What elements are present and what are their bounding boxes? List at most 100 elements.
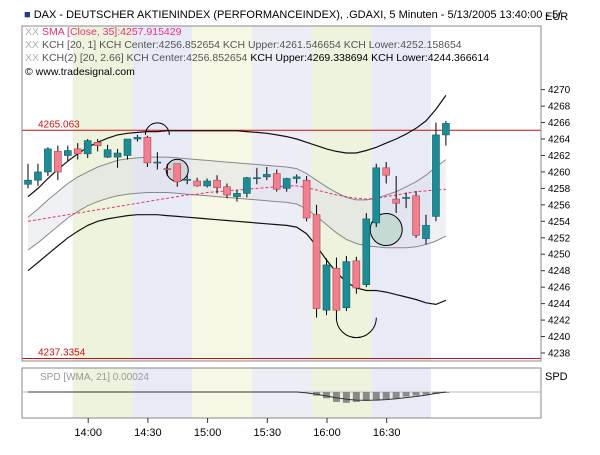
- indicator-session-band: [72, 368, 133, 418]
- candle-body-up: [64, 150, 72, 156]
- candle: [223, 183, 231, 199]
- indicator-session-band: [251, 368, 312, 418]
- session-band: [72, 26, 133, 361]
- candle-body-up: [292, 176, 301, 179]
- session-band: [371, 26, 431, 361]
- candle-body-up: [372, 167, 381, 224]
- candle-body-up: [442, 123, 450, 136]
- candle: [93, 139, 102, 152]
- indicator-session-band: [311, 368, 372, 418]
- candle-body-up: [322, 264, 331, 311]
- reference-lines: 4265.063 4237.3354: [22, 119, 541, 359]
- kch2-legend-center: KCH(2) [20, 2.66] KCH Center:4256.852654: [42, 52, 250, 64]
- svg-text:XX SMA [Close, 35]:4257.915429: XX SMA [Close, 35]:4257.915429: [25, 26, 182, 38]
- session-band: [22, 26, 73, 361]
- indicator-plot-frame: [21, 367, 542, 419]
- spd-bar: [392, 392, 400, 399]
- candle-body-up: [153, 161, 162, 164]
- candle: [123, 138, 132, 160]
- sma-icon: XX: [25, 26, 42, 38]
- y-tick-label: 4242: [548, 316, 571, 327]
- x-axis: 14:00 14:30 15:00 15:30 16:00 16:30: [74, 418, 400, 439]
- candle: [292, 174, 301, 184]
- candle: [173, 163, 182, 187]
- candle-body-up: [83, 140, 92, 155]
- keltner-band-fill: [28, 157, 446, 251]
- spd-bar: [382, 392, 390, 400]
- candle-body-up: [282, 178, 291, 189]
- chart-icon: ■: [24, 9, 34, 21]
- candle: [213, 175, 221, 194]
- y-tick-label: 4266: [548, 118, 571, 129]
- y-tick-label: 4254: [548, 217, 571, 228]
- candle: [83, 139, 92, 158]
- annotation-arc: [335, 317, 377, 339]
- candle: [193, 177, 201, 187]
- candle: [362, 213, 371, 288]
- candle-body-down: [412, 195, 420, 236]
- y-tick-label: 4260: [548, 167, 571, 178]
- candle-body-down: [392, 198, 400, 204]
- candle: [422, 214, 430, 245]
- kch1-legend: KCH [20, 1] KCH Center:4256.852654 KCH U…: [42, 39, 462, 51]
- y-tick-label: 4268: [548, 102, 571, 113]
- candle-body-up: [262, 174, 271, 178]
- svg-text:XX KCH [20, 1] KCH Center:4256: XX KCH [20, 1] KCH Center:4256.852654 KC…: [25, 39, 462, 51]
- spd-bar: [362, 392, 370, 401]
- y-tick-label: 4256: [548, 200, 571, 211]
- y-tick-label: 4264: [548, 135, 571, 146]
- candle-body-up: [34, 171, 42, 181]
- candle: [442, 120, 450, 146]
- candle: [44, 147, 52, 177]
- spd-bar: [372, 392, 380, 401]
- spd-bar: [332, 392, 340, 402]
- candle: [253, 167, 261, 185]
- annotation-arc: [144, 122, 170, 135]
- indicator-bands: [22, 368, 541, 418]
- candle: [382, 162, 391, 184]
- candle: [332, 257, 341, 320]
- candle-body-down: [272, 173, 281, 190]
- indicator-session-band: [132, 368, 193, 418]
- candle: [203, 178, 211, 188]
- indicator-session-band: [430, 368, 541, 418]
- candle-body-down: [54, 151, 62, 173]
- currency-label: EUR: [545, 11, 568, 23]
- copyright-icon: ©: [25, 66, 36, 78]
- spd-bar: [412, 392, 420, 396]
- svg-text:■ DAX - DEUTSCHER AKTIENINDEX: ■ DAX - DEUTSCHER AKTIENINDEX (PERFORMAN…: [24, 9, 562, 21]
- session-band: [430, 26, 541, 361]
- y-tick-label: 4246: [548, 283, 571, 294]
- svg-text:XX KCH(2) [20, 2.66] KCH Cente: XX KCH(2) [20, 2.66] KCH Center:4256.852…: [25, 52, 489, 64]
- session-band: [311, 26, 372, 361]
- candle: [272, 169, 281, 192]
- reference-line-label: 4265.063: [38, 119, 80, 130]
- candle-body-up: [133, 137, 142, 140]
- candle-body-down: [193, 180, 201, 187]
- x-tick-label: 14:30: [134, 427, 162, 439]
- y-axis: 4238 4240 4242 4244 4246 4248 4250 4252 4254 4256…: [541, 85, 571, 360]
- candle: [34, 163, 42, 186]
- candle: [103, 144, 112, 158]
- candle-body-up: [123, 138, 132, 156]
- candle: [262, 167, 271, 181]
- candle-body-down: [332, 267, 341, 311]
- y-tick-label: 4270: [548, 85, 571, 96]
- candle: [352, 256, 361, 294]
- y-tick-label: 4252: [548, 233, 571, 244]
- candle: [312, 204, 321, 318]
- indicator-session-band: [22, 368, 73, 418]
- spd-bar: [352, 392, 360, 402]
- candle: [233, 190, 241, 202]
- y-tick-label: 4250: [548, 250, 571, 261]
- candle: [432, 122, 440, 222]
- candle-body-up: [342, 261, 351, 309]
- candle-body-down: [173, 163, 182, 183]
- candle-body-down: [143, 137, 152, 164]
- y-tick-label: 4244: [548, 299, 571, 310]
- candle: [392, 176, 400, 214]
- candle-body-down: [352, 260, 361, 289]
- candle-body-up: [253, 177, 261, 180]
